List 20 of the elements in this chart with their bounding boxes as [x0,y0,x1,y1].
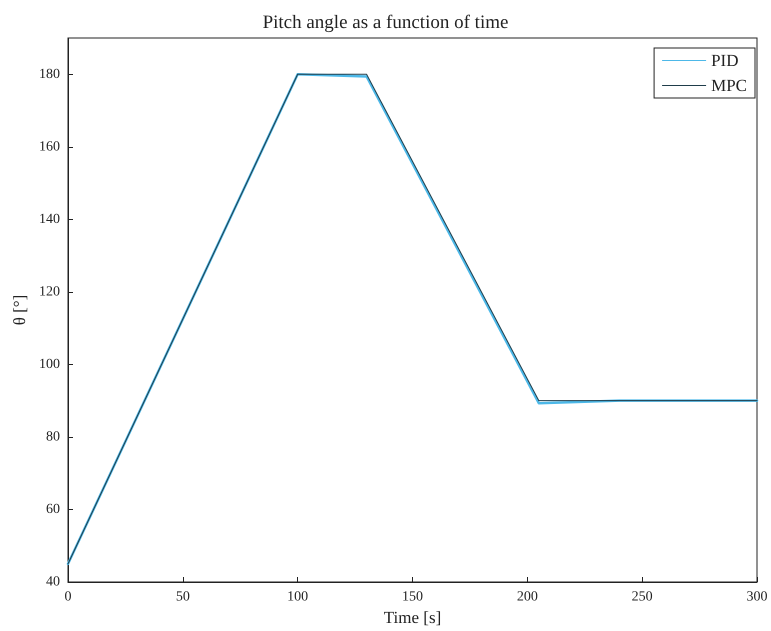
y-tick-label: 120 [39,284,60,300]
y-tick-label: 40 [46,574,60,590]
x-tick-label: 50 [176,590,190,604]
y-tick-label: 160 [39,139,60,154]
legend-label: MPC [711,76,748,95]
y-axis-title: θ [°] [10,294,29,326]
legend-label: PID [711,51,738,70]
x-tick-label: 100 [287,590,308,604]
x-tick-label: 150 [402,590,423,604]
x-tick-label: 250 [632,590,653,604]
y-tick-label: 100 [39,356,60,372]
x-tick-label: 0 [64,590,72,604]
x-tick-label: 300 [746,590,768,604]
y-tick-label: 140 [39,212,60,227]
y-tick-label: 180 [39,66,60,82]
x-tick-label: 200 [516,590,538,604]
y-tick-label: 60 [46,502,60,517]
y-tick-label: 80 [46,429,60,444]
x-axis-title: Time [s] [384,608,442,627]
chart-title: Pitch angle as a function of time [262,12,508,33]
